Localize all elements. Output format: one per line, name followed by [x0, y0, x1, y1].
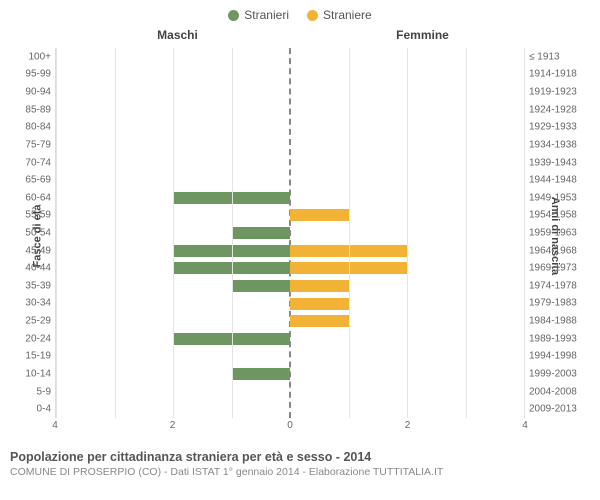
ytick-age: 70-74: [25, 157, 56, 168]
age-row: [56, 295, 524, 313]
chart-area: Maschi Femmine Fasce di età Anni di nasc…: [0, 26, 600, 446]
age-row: [56, 66, 524, 84]
xtick: 4: [52, 420, 58, 431]
ytick-age: 20-24: [25, 333, 56, 344]
ytick-birth: ≤ 1913: [524, 51, 560, 62]
age-row: [56, 242, 524, 260]
ytick-birth: 1934-1938: [524, 139, 577, 150]
age-row: [56, 83, 524, 101]
column-header-female: Femmine: [300, 28, 600, 42]
column-headers: Maschi Femmine: [0, 28, 600, 42]
plot-region: 100+≤ 191395-991914-191890-941919-192385…: [55, 48, 525, 418]
ytick-age: 0-4: [37, 404, 56, 415]
ytick-birth: 1984-1988: [524, 316, 577, 327]
legend-item-male: Stranieri: [228, 8, 289, 22]
age-row: [56, 207, 524, 225]
ytick-age: 45-49: [25, 245, 56, 256]
legend-swatch-female: [307, 10, 318, 21]
age-row: [56, 401, 524, 419]
ytick-birth: 1954-1958: [524, 210, 577, 221]
ytick-age: 75-79: [25, 139, 56, 150]
ytick-birth: 1994-1998: [524, 351, 577, 362]
x-axis: 4 2 0 2 4: [55, 420, 525, 436]
age-row: [56, 189, 524, 207]
gridline: [56, 48, 57, 418]
bar-male: [232, 280, 291, 292]
ytick-birth: 1949-1953: [524, 192, 577, 203]
ytick-age: 30-34: [25, 298, 56, 309]
ytick-birth: 1969-1973: [524, 263, 577, 274]
age-row: [56, 154, 524, 172]
age-row: [56, 312, 524, 330]
age-row: [56, 348, 524, 366]
ytick-age: 95-99: [25, 69, 56, 80]
age-row: [56, 260, 524, 278]
ytick-age: 40-44: [25, 263, 56, 274]
legend-label-male: Stranieri: [244, 8, 289, 22]
legend-item-female: Straniere: [307, 8, 372, 22]
legend: Stranieri Straniere: [0, 0, 600, 26]
age-row: [56, 136, 524, 154]
xtick: 0: [287, 420, 293, 431]
gridline: [349, 48, 350, 418]
ytick-birth: 1989-1993: [524, 333, 577, 344]
ytick-birth: 2004-2008: [524, 386, 577, 397]
ytick-age: 90-94: [25, 87, 56, 98]
ytick-birth: 1959-1963: [524, 228, 577, 239]
ytick-birth: 1999-2003: [524, 368, 577, 379]
bar-male: [232, 368, 291, 380]
gridline: [407, 48, 408, 418]
ytick-age: 50-54: [25, 228, 56, 239]
ytick-age: 15-19: [25, 351, 56, 362]
ytick-age: 65-69: [25, 175, 56, 186]
ytick-birth: 1979-1983: [524, 298, 577, 309]
ytick-birth: 1924-1928: [524, 104, 577, 115]
ytick-birth: 1919-1923: [524, 87, 577, 98]
bar-female: [290, 298, 349, 310]
ytick-birth: 1914-1918: [524, 69, 577, 80]
xtick: 4: [522, 420, 528, 431]
bar-female: [290, 280, 349, 292]
ytick-birth: 1929-1933: [524, 122, 577, 133]
gridline: [115, 48, 116, 418]
ytick-birth: 2009-2013: [524, 404, 577, 415]
gridline: [232, 48, 233, 418]
ytick-birth: 1939-1943: [524, 157, 577, 168]
bar-female: [290, 209, 349, 221]
chart-title: Popolazione per cittadinanza straniera p…: [0, 446, 600, 466]
ytick-age: 60-64: [25, 192, 56, 203]
column-header-male: Maschi: [0, 28, 300, 42]
ytick-age: 10-14: [25, 368, 56, 379]
age-row: [56, 330, 524, 348]
rows-container: [56, 48, 524, 418]
age-row: [56, 101, 524, 119]
age-row: [56, 224, 524, 242]
xtick: 2: [170, 420, 176, 431]
ytick-birth: 1974-1978: [524, 280, 577, 291]
ytick-birth: 1944-1948: [524, 175, 577, 186]
ytick-age: 80-84: [25, 122, 56, 133]
ytick-age: 55-59: [25, 210, 56, 221]
ytick-age: 100+: [28, 51, 56, 62]
legend-swatch-male: [228, 10, 239, 21]
age-row: [56, 383, 524, 401]
chart-subtitle: COMUNE DI PROSERPIO (CO) - Dati ISTAT 1°…: [0, 466, 600, 478]
bar-male: [232, 227, 291, 239]
age-row: [56, 277, 524, 295]
ytick-age: 25-29: [25, 316, 56, 327]
bar-female: [290, 315, 349, 327]
ytick-age: 5-9: [37, 386, 56, 397]
gridline: [466, 48, 467, 418]
gridline: [173, 48, 174, 418]
age-row: [56, 48, 524, 66]
age-row: [56, 119, 524, 137]
age-row: [56, 171, 524, 189]
age-row: [56, 365, 524, 383]
xtick: 2: [405, 420, 411, 431]
ytick-birth: 1964-1968: [524, 245, 577, 256]
ytick-age: 85-89: [25, 104, 56, 115]
legend-label-female: Straniere: [323, 8, 372, 22]
ytick-age: 35-39: [25, 280, 56, 291]
